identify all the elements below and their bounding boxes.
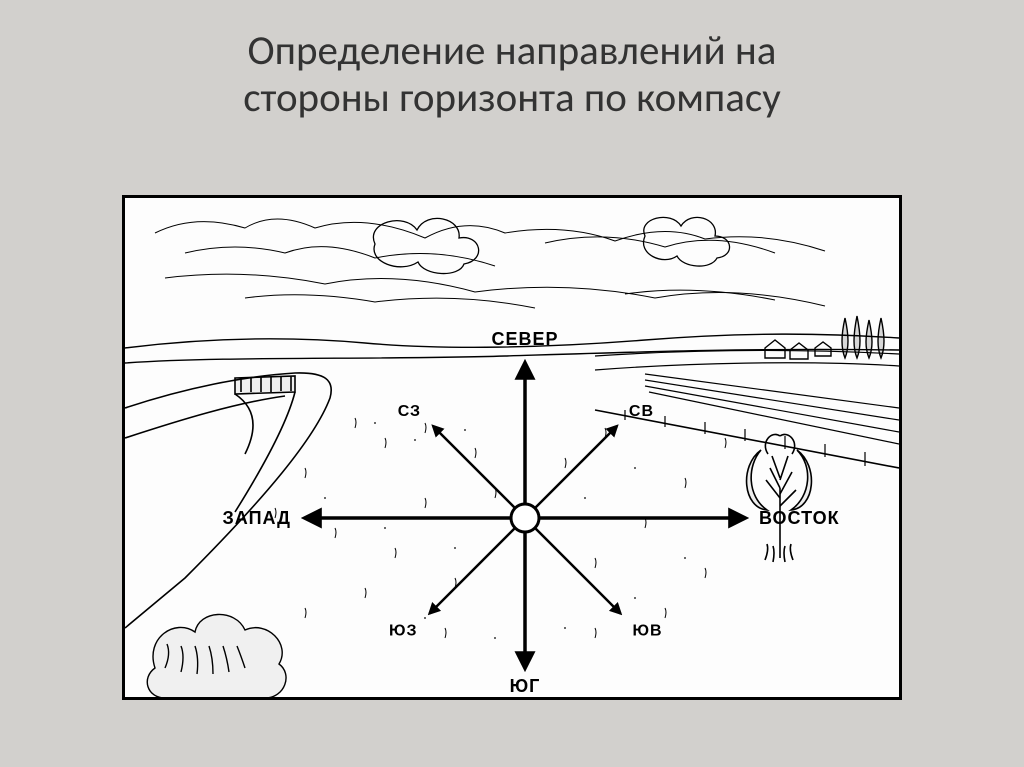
tree-icon [747, 434, 812, 562]
title-line1: Определение направлений на [248, 26, 777, 76]
direction-label: ВОСТОК [759, 508, 840, 528]
compass-hub [511, 504, 539, 532]
compass-arrow [535, 528, 621, 614]
direction-label: ЮВ [632, 622, 662, 639]
compass-arrow [430, 528, 516, 614]
direction-label: СВ [629, 403, 654, 420]
title-line2: стороны горизонта по компасу [243, 73, 781, 123]
slide-title: Определение направлений на стороны гориз… [0, 0, 1024, 122]
direction-label: ЗАПАД [223, 508, 291, 528]
figure-frame: СЕВЕР СВ ВОСТОК ЮВ ЮГ ЮЗ ЗАПАД СЗ [122, 195, 902, 700]
bush-icon [147, 614, 286, 697]
landscape-ink [125, 217, 899, 697]
direction-label: ЮГ [510, 676, 541, 696]
compass-arrow [535, 426, 617, 508]
direction-label: СЗ [398, 403, 421, 420]
compass-rose: СЕВЕР СВ ВОСТОК ЮВ ЮГ ЮЗ ЗАПАД СЗ [223, 329, 840, 696]
compass-arrow [433, 426, 515, 508]
slide: Определение направлений на стороны гориз… [0, 0, 1024, 767]
direction-label: СЕВЕР [491, 329, 558, 349]
landscape-diagram: СЕВЕР СВ ВОСТОК ЮВ ЮГ ЮЗ ЗАПАД СЗ [125, 198, 899, 697]
direction-label: ЮЗ [389, 622, 418, 639]
